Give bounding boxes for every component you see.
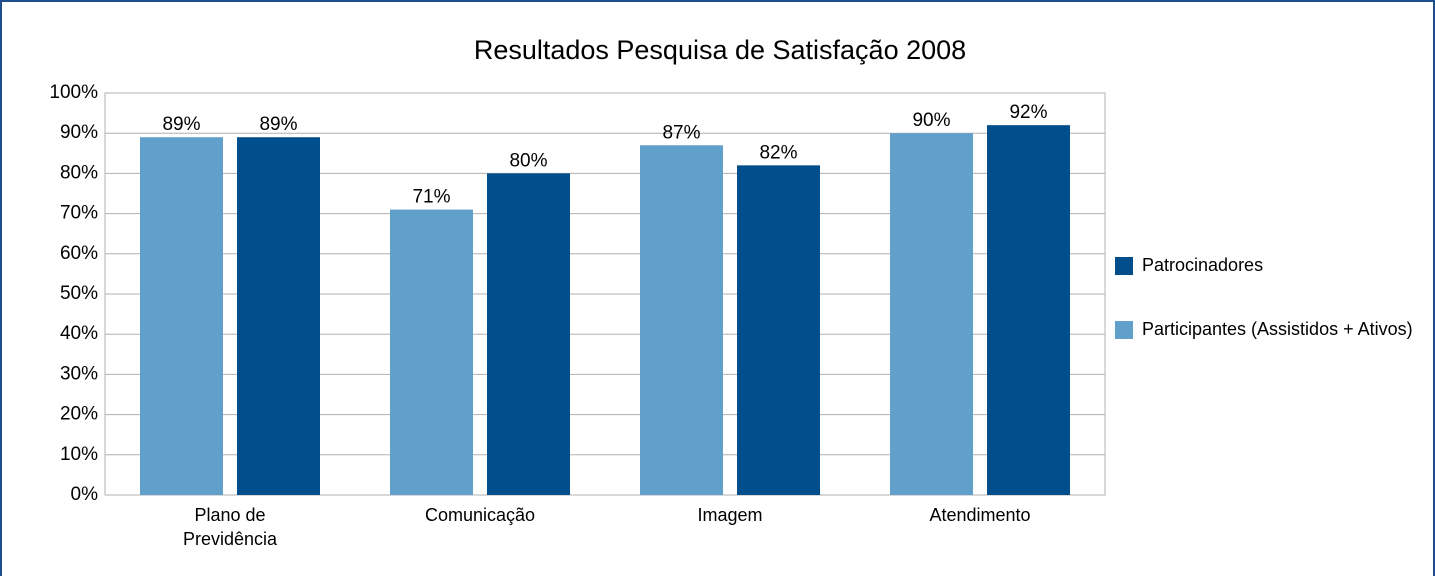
legend-label: Patrocinadores [1142,255,1263,275]
chart-title: Resultados Pesquisa de Satisfação 2008 [474,35,966,65]
bar [237,137,320,495]
y-tick-label: 80% [60,162,98,183]
y-tick-label: 70% [60,203,98,224]
bar [737,165,820,496]
y-tick-label: 40% [60,323,98,344]
x-tick-label: Imagem [697,505,763,525]
data-label: 89% [162,114,200,135]
x-tick-label: Comunicação [424,505,536,525]
data-label: 92% [1009,102,1047,123]
y-tick-label: 90% [60,122,98,143]
bar [390,209,473,495]
bar [987,125,1070,495]
data-label: 90% [912,110,950,131]
data-label: 80% [509,150,547,171]
bar [890,133,973,495]
y-tick-label: 10% [60,444,98,465]
legend-swatch [1115,321,1133,339]
legend-swatch [1115,257,1133,275]
data-label: 87% [662,122,700,143]
x-tick-label: Atendimento [929,505,1031,525]
y-tick-label: 50% [60,283,98,304]
data-label: 71% [412,187,450,208]
data-label: 82% [759,142,797,163]
y-tick-label: 100% [49,82,98,103]
bar [140,137,223,495]
y-tick-label: 20% [60,404,98,425]
y-tick-label: 0% [71,484,99,505]
bar [487,173,570,495]
x-tick-label: Plano de Previdência [182,505,278,549]
y-tick-label: 30% [60,363,98,384]
legend-label: Participantes (Assistidos + Ativos) [1142,319,1413,339]
bar [640,145,723,495]
y-tick-label: 60% [60,243,98,264]
data-label: 89% [259,114,297,135]
